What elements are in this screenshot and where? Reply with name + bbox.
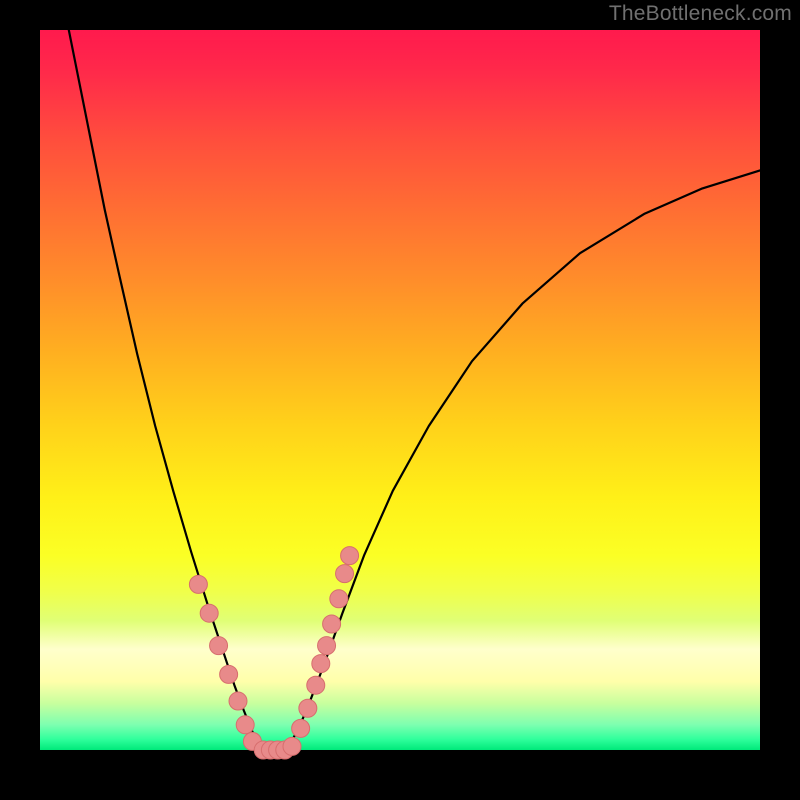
curve-marker (229, 692, 247, 710)
curve-marker (312, 655, 330, 673)
curve-marker (292, 719, 310, 737)
curve-marker (236, 716, 254, 734)
curve-marker (220, 665, 238, 683)
curve-marker (283, 737, 301, 755)
gradient-background (40, 30, 760, 750)
curve-marker (307, 676, 325, 694)
watermark-text: TheBottleneck.com (609, 2, 792, 26)
curve-marker (189, 575, 207, 593)
curve-marker (299, 699, 317, 717)
curve-marker (336, 565, 354, 583)
curve-marker (323, 615, 341, 633)
curve-marker (200, 604, 218, 622)
curve-marker (341, 547, 359, 565)
curve-marker (330, 590, 348, 608)
chart-stage: TheBottleneck.com (0, 0, 800, 800)
curve-marker (318, 637, 336, 655)
curve-marker (210, 637, 228, 655)
bottleneck-curve-chart (0, 0, 800, 800)
